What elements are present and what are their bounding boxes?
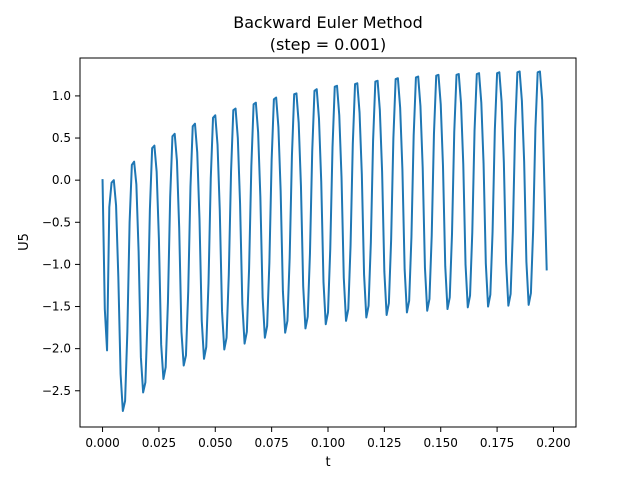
y-axis-label: U5	[17, 233, 32, 251]
x-tick-label: 0.150	[424, 436, 458, 450]
y-tick-label: −2.0	[42, 342, 71, 356]
y-tick-label: 0.0	[52, 173, 71, 187]
x-tick-label: 0.200	[536, 436, 570, 450]
chart-subtitle: (step = 0.001)	[270, 35, 386, 54]
y-tick-label: −2.5	[42, 384, 71, 398]
x-tick-label: 0.100	[311, 436, 345, 450]
x-axis-ticks: 0.000 0.025 0.050 0.075 0.100 0.125 0.150 0.175…	[85, 427, 571, 450]
y-tick-label: 1.0	[52, 89, 71, 103]
y-tick-label: −1.0	[42, 257, 71, 271]
x-tick-label: 0.050	[198, 436, 232, 450]
y-tick-label: −0.5	[42, 215, 71, 229]
x-tick-label: 0.025	[142, 436, 176, 450]
x-tick-label: 0.125	[367, 436, 401, 450]
x-tick-label: 0.175	[480, 436, 514, 450]
x-tick-label: 0.000	[85, 436, 119, 450]
chart-title: Backward Euler Method	[233, 13, 422, 32]
y-tick-label: 0.5	[52, 131, 71, 145]
plot-area	[101, 70, 548, 412]
x-axis-label: t	[325, 455, 330, 470]
y-tick-label: −1.5	[42, 300, 71, 314]
series-line-u5	[101, 70, 548, 412]
x-tick-label: 0.075	[254, 436, 288, 450]
y-axis-ticks: −2.5 −2.0 −1.5 −1.0 −0.5 0.0 0.5 1.0	[42, 89, 80, 398]
